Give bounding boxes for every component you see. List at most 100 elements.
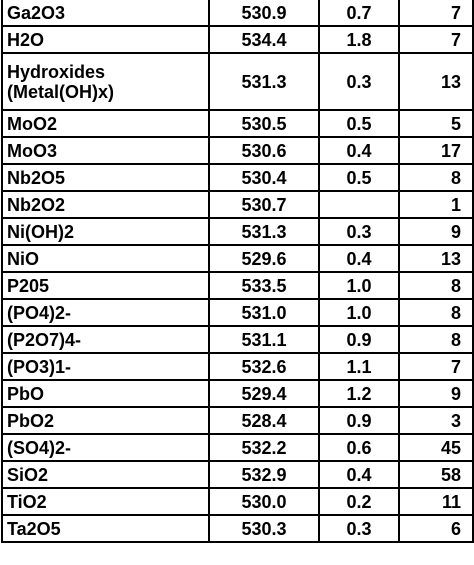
compound-name: MoO3 bbox=[7, 140, 58, 161]
binding-energy-cell: 530.0 bbox=[208, 487, 320, 515]
compound-cell: Nb2O5 bbox=[1, 163, 210, 191]
binding-energy-cell: 530.6 bbox=[208, 136, 320, 164]
count-cell: 8 bbox=[398, 298, 474, 326]
fwhm-cell: 0.4 bbox=[318, 136, 400, 164]
count-cell: 7 bbox=[398, 352, 474, 380]
binding-energy-cell: 530.4 bbox=[208, 163, 320, 191]
compound-cell: PbO bbox=[1, 379, 210, 407]
table-row: Ni(OH)2 531.3 0.3 9 bbox=[1, 217, 474, 245]
table-row: Nb2O2 530.7 1 bbox=[1, 190, 474, 218]
binding-energy-cell: 530.3 bbox=[208, 514, 320, 542]
compound-name: MoO2 bbox=[7, 113, 58, 134]
compound-name: SiO2 bbox=[7, 464, 49, 485]
compound-name: (SO4)2- bbox=[7, 437, 72, 458]
compound-cell: H2O bbox=[1, 25, 210, 53]
compound-cell: Ga2O3 bbox=[1, 0, 210, 26]
count-cell: 8 bbox=[398, 271, 474, 299]
table-row: MoO3 530.6 0.4 17 bbox=[1, 136, 474, 164]
count-cell: 6 bbox=[398, 514, 474, 542]
compound-name: (PO4)2- bbox=[7, 302, 72, 323]
binding-energy-cell: 530.7 bbox=[208, 190, 320, 218]
compound-cell: (PO3)1- bbox=[1, 352, 210, 380]
fwhm-cell: 1.2 bbox=[318, 379, 400, 407]
fwhm-cell: 0.9 bbox=[318, 406, 400, 434]
table-row: MoO2 530.5 0.5 5 bbox=[1, 109, 474, 137]
compound-name: P205 bbox=[7, 275, 50, 296]
compound-name: PbO bbox=[7, 383, 45, 404]
count-cell: 7 bbox=[398, 0, 474, 26]
binding-energy-cell: 530.5 bbox=[208, 109, 320, 137]
count-cell: 5 bbox=[398, 109, 474, 137]
compound-cell: MoO3 bbox=[1, 136, 210, 164]
table-row: H2O 534.4 1.8 7 bbox=[1, 25, 474, 53]
count-cell: 45 bbox=[398, 433, 474, 461]
binding-energy-cell: 534.4 bbox=[208, 25, 320, 53]
compound-name: (P2O7)4- bbox=[7, 329, 82, 350]
compound-cell: (SO4)2- bbox=[1, 433, 210, 461]
table-row: SiO2 532.9 0.4 58 bbox=[1, 460, 474, 488]
compound-name: PbO2 bbox=[7, 410, 55, 431]
binding-energy-cell: 528.4 bbox=[208, 406, 320, 434]
compound-cell: PbO2 bbox=[1, 406, 210, 434]
compound-cell: (PO4)2- bbox=[1, 298, 210, 326]
count-cell: 8 bbox=[398, 163, 474, 191]
compound-name: Nb2O5 bbox=[7, 167, 66, 188]
table-row: NiO 529.6 0.4 13 bbox=[1, 244, 474, 272]
table-row: (SO4)2- 532.2 0.6 45 bbox=[1, 433, 474, 461]
table-body: Ga2O3 530.9 0.7 7 H2O 534.4 1.8 7 Hydroxides (Met… bbox=[1, 0, 474, 542]
fwhm-cell: 0.3 bbox=[318, 52, 400, 110]
binding-energy-cell: 532.2 bbox=[208, 433, 320, 461]
compound-cell: NiO bbox=[1, 244, 210, 272]
compound-cell: Ni(OH)2 bbox=[1, 217, 210, 245]
table-row: (PO4)2- 531.0 1.0 8 bbox=[1, 298, 474, 326]
count-cell: 9 bbox=[398, 379, 474, 407]
fwhm-cell: 0.6 bbox=[318, 433, 400, 461]
binding-energy-cell: 532.6 bbox=[208, 352, 320, 380]
table-row: (PO3)1- 532.6 1.1 7 bbox=[1, 352, 474, 380]
binding-energy-cell: 531.3 bbox=[208, 52, 320, 110]
compound-name: (PO3)1- bbox=[7, 356, 72, 377]
table-row: P205 533.5 1.0 8 bbox=[1, 271, 474, 299]
table-row: PbO2 528.4 0.9 3 bbox=[1, 406, 474, 434]
table-row: (P2O7)4- 531.1 0.9 8 bbox=[1, 325, 474, 353]
binding-energy-cell: 531.3 bbox=[208, 217, 320, 245]
binding-energy-cell: 531.1 bbox=[208, 325, 320, 353]
table-row: Hydroxides (Metal(OH)x) 531.3 0.3 13 bbox=[1, 52, 474, 110]
compound-name: H2O bbox=[7, 29, 45, 50]
fwhm-cell: 0.5 bbox=[318, 163, 400, 191]
fwhm-cell: 1.0 bbox=[318, 271, 400, 299]
compound-name: TiO2 bbox=[7, 491, 47, 512]
compound-name: Ni(OH)2 bbox=[7, 221, 74, 242]
binding-energy-cell: 530.9 bbox=[208, 0, 320, 26]
table-row: Ga2O3 530.9 0.7 7 bbox=[1, 0, 474, 26]
compound-cell: Nb2O2 bbox=[1, 190, 210, 218]
compound-cell: (P2O7)4- bbox=[1, 325, 210, 353]
count-cell: 13 bbox=[398, 52, 474, 110]
fwhm-cell: 0.3 bbox=[318, 217, 400, 245]
compound-cell: Hydroxides (Metal(OH)x) bbox=[1, 52, 210, 110]
fwhm-cell: 0.4 bbox=[318, 460, 400, 488]
count-cell: 1 bbox=[398, 190, 474, 218]
fwhm-cell: 0.7 bbox=[318, 0, 400, 26]
compound-name: (Metal(OH)x) bbox=[7, 81, 114, 102]
count-cell: 13 bbox=[398, 244, 474, 272]
compound-cell: Ta2O5 bbox=[1, 514, 210, 542]
count-cell: 17 bbox=[398, 136, 474, 164]
count-cell: 58 bbox=[398, 460, 474, 488]
fwhm-cell: 1.0 bbox=[318, 298, 400, 326]
compound-name: NiO bbox=[7, 248, 40, 269]
binding-energy-cell: 529.4 bbox=[208, 379, 320, 407]
fwhm-cell: 0.9 bbox=[318, 325, 400, 353]
count-cell: 8 bbox=[398, 325, 474, 353]
compound-name: Ta2O5 bbox=[7, 518, 61, 539]
binding-energy-cell: 531.0 bbox=[208, 298, 320, 326]
compound-cell: MoO2 bbox=[1, 109, 210, 137]
fwhm-cell: 0.5 bbox=[318, 109, 400, 137]
fwhm-cell bbox=[318, 190, 400, 218]
compound-cell: TiO2 bbox=[1, 487, 210, 515]
compound-name: Nb2O2 bbox=[7, 194, 66, 215]
table-row: PbO 529.4 1.2 9 bbox=[1, 379, 474, 407]
binding-energy-cell: 529.6 bbox=[208, 244, 320, 272]
compound-cell: SiO2 bbox=[1, 460, 210, 488]
